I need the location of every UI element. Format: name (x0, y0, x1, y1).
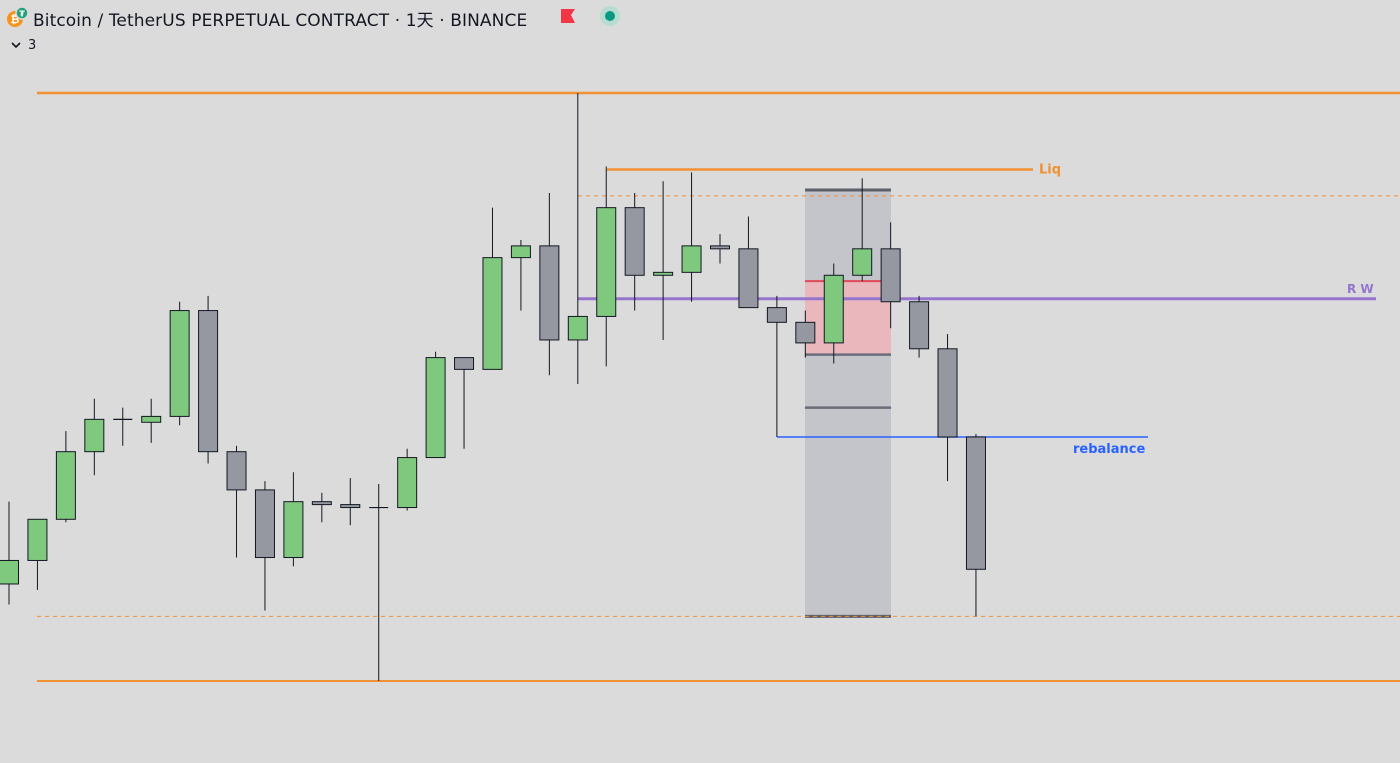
candle-up (681, 245, 702, 273)
svg-text:₮: ₮ (19, 10, 25, 19)
candle-down (880, 248, 901, 303)
range-zone-box (805, 190, 891, 617)
candle-up (27, 518, 48, 561)
candle-up (653, 271, 674, 276)
candle-up (852, 248, 873, 276)
svg-text:₿: ₿ (11, 13, 20, 26)
candle-down (710, 245, 730, 250)
indicators-toggle[interactable]: 3 (10, 36, 36, 54)
candle-down (311, 501, 332, 506)
candle-up (169, 310, 190, 417)
candle-down (198, 310, 219, 453)
market-open-dot-icon (600, 6, 620, 26)
candle-up (425, 357, 446, 459)
candle-up (0, 559, 19, 585)
level-label-rebalance: rebalance (1073, 442, 1145, 457)
candle-up (482, 257, 503, 370)
indicators-count: 3 (28, 37, 37, 53)
candle-down (909, 301, 930, 350)
candle-up (55, 451, 76, 520)
candle-up (283, 501, 304, 559)
candle-down (795, 321, 816, 344)
candle-down (539, 245, 560, 341)
candle-down (766, 307, 787, 323)
candle-down (226, 451, 247, 491)
symbol-title[interactable]: Bitcoin / TetherUS PERPETUAL CONTRACT · … (33, 11, 528, 31)
candle-down (937, 348, 958, 438)
candle-down (965, 436, 986, 570)
level-label-liq: Liq (1039, 162, 1061, 177)
candle-up (397, 457, 418, 509)
chart-header: ₿ ₮ Bitcoin / TetherUS PERPETUAL CONTRAC… (0, 0, 1400, 34)
order-block-box (805, 281, 891, 355)
candle-up (141, 415, 162, 423)
level-label-rw: R W (1347, 282, 1374, 296)
candle-up (567, 315, 588, 341)
candle-up (84, 418, 105, 453)
flag-icon[interactable] (560, 8, 576, 24)
candle-up (823, 274, 844, 344)
candle-down (340, 504, 361, 509)
candle-down (738, 248, 759, 309)
candle-down (254, 489, 275, 559)
bitcoin-tether-icon: ₿ ₮ (7, 6, 29, 27)
candle-up (510, 245, 531, 259)
candle-down (454, 357, 475, 370)
chevron-down-icon (11, 42, 21, 49)
candle-up (596, 207, 617, 317)
candle-down (624, 207, 645, 276)
